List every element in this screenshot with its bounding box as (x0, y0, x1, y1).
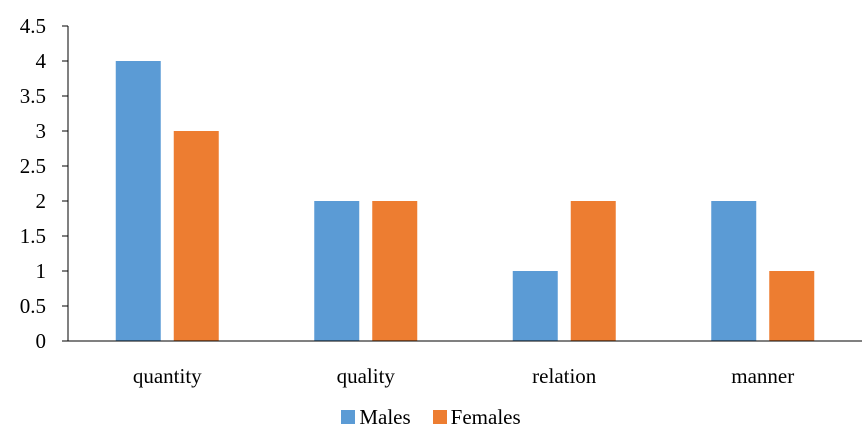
x-tick-label-quality: quality (337, 364, 396, 388)
legend-swatch-males (341, 410, 356, 424)
legend-item-females: Females (432, 404, 521, 430)
bar-females-manner (769, 271, 815, 341)
bar-females-quality (372, 201, 418, 341)
y-tick-label: 4.5 (20, 14, 46, 38)
bars (115, 61, 815, 341)
y-tick-label: 1 (36, 259, 47, 283)
y-tick-label: 4 (36, 49, 47, 73)
legend-label-males: Males (359, 404, 411, 429)
y-tick-label: 2 (36, 189, 47, 213)
bar-males-relation (512, 271, 558, 341)
legend-item-males: Males (341, 404, 411, 430)
bar-females-relation (570, 201, 616, 341)
bar-males-manner (711, 201, 757, 341)
x-tick-label-quantity: quantity (133, 364, 202, 388)
bar-males-quality (314, 201, 360, 341)
y-tick-label: 2.5 (20, 154, 46, 178)
y-tick-label: 3 (36, 119, 47, 143)
legend-label-females: Females (450, 404, 521, 429)
y-tick-label: 3.5 (20, 84, 46, 108)
chart-plot: 0 0.5 1 1.5 2 2.5 3 3.5 4 4.5 quantity quality rela… (20, 14, 862, 388)
x-axis: quantity quality relation manner (68, 340, 862, 388)
chart-legend: Males Females (0, 402, 862, 432)
x-tick-label-relation: relation (532, 364, 597, 388)
y-axis: 0 0.5 1 1.5 2 2.5 3 3.5 4 4.5 (20, 14, 69, 353)
y-tick-label: 0 (36, 329, 47, 353)
bar-females-quantity (173, 131, 219, 341)
y-tick-label: 0.5 (20, 294, 46, 318)
y-tick-label: 1.5 (20, 224, 46, 248)
legend-swatch-females (432, 410, 447, 424)
x-tick-label-manner: manner (731, 364, 794, 388)
bar-males-quantity (115, 61, 161, 341)
